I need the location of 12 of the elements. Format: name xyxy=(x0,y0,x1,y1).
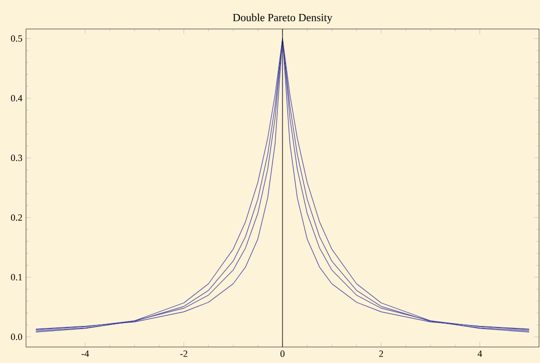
chart-title: Double Pareto Density xyxy=(232,14,332,24)
y-tick-label: 0.1 xyxy=(11,274,22,280)
y-tick-label: 0.2 xyxy=(11,214,22,221)
y-tick-label: 0.5 xyxy=(11,35,22,42)
x-tick-label: 0 xyxy=(280,350,285,357)
y-tick-label: 0.3 xyxy=(11,154,22,162)
y-tick-label: 0.4 xyxy=(11,94,22,102)
y-tick-label: 0.0 xyxy=(11,334,22,340)
x-tick-label: 4 xyxy=(478,350,482,357)
x-tick-label: -2 xyxy=(180,350,188,357)
x-tick-label: 2 xyxy=(379,350,384,357)
x-tick-label: -4 xyxy=(82,350,89,357)
